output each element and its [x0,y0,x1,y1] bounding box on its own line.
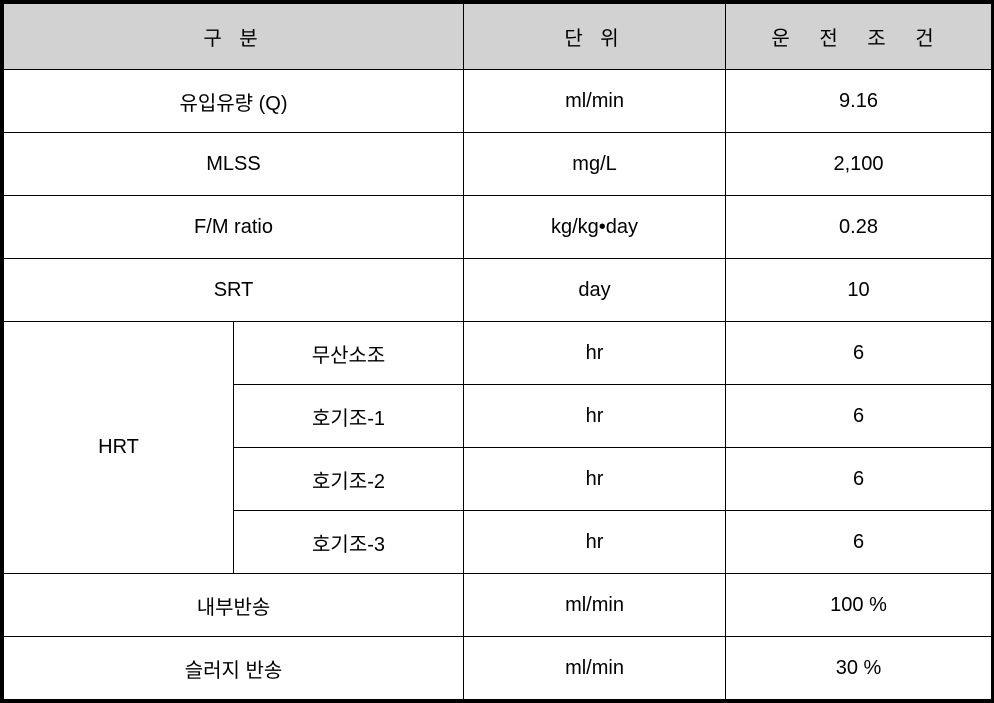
row-unit: kg/kg•day [464,196,726,259]
row-unit: hr [464,322,726,385]
header-condition: 운 전 조 건 [726,4,992,70]
row-group-label: HRT [4,322,234,574]
row-value: 6 [726,448,992,511]
table-row: MLSS mg/L 2,100 [4,133,992,196]
header-category: 구 분 [4,4,464,70]
row-value: 6 [726,511,992,574]
header-unit: 단 위 [464,4,726,70]
row-label: 내부반송 [4,574,464,637]
row-label: MLSS [4,133,464,196]
table-row: SRT day 10 [4,259,992,322]
table-row: 슬러지 반송 ml/min 30 % [4,637,992,700]
row-value: 30 % [726,637,992,700]
row-sublabel: 호기조-2 [234,448,464,511]
row-value: 9.16 [726,70,992,133]
row-unit: ml/min [464,70,726,133]
row-sublabel: 호기조-3 [234,511,464,574]
row-unit: ml/min [464,637,726,700]
row-value: 10 [726,259,992,322]
row-sublabel: 호기조-1 [234,385,464,448]
row-unit: hr [464,385,726,448]
operating-conditions-table-wrapper: 구 분 단 위 운 전 조 건 유입유량 (Q) ml/min 9.16 MLS… [0,0,994,703]
row-unit: mg/L [464,133,726,196]
row-unit: hr [464,448,726,511]
row-value: 6 [726,322,992,385]
table-header-row: 구 분 단 위 운 전 조 건 [4,4,992,70]
row-label: F/M ratio [4,196,464,259]
row-value: 6 [726,385,992,448]
row-value: 100 % [726,574,992,637]
row-label: SRT [4,259,464,322]
table-row: F/M ratio kg/kg•day 0.28 [4,196,992,259]
operating-conditions-table: 구 분 단 위 운 전 조 건 유입유량 (Q) ml/min 9.16 MLS… [3,3,992,700]
table-row: HRT 무산소조 hr 6 [4,322,992,385]
row-sublabel: 무산소조 [234,322,464,385]
row-unit: hr [464,511,726,574]
row-value: 0.28 [726,196,992,259]
row-value: 2,100 [726,133,992,196]
row-unit: day [464,259,726,322]
row-label: 슬러지 반송 [4,637,464,700]
row-unit: ml/min [464,574,726,637]
table-row: 내부반송 ml/min 100 % [4,574,992,637]
table-row: 유입유량 (Q) ml/min 9.16 [4,70,992,133]
row-label: 유입유량 (Q) [4,70,464,133]
